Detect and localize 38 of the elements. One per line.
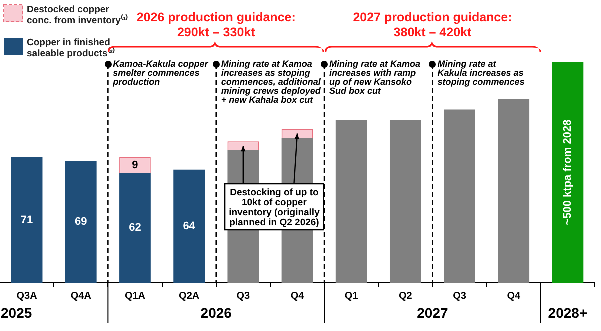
- x-tick-label: Q3A: [16, 290, 38, 302]
- data-label: 62: [129, 222, 142, 234]
- data-label: 64: [183, 220, 196, 232]
- bar: [552, 62, 584, 283]
- x-tick-label: Q2A: [179, 290, 200, 302]
- x-tick-label: Q4: [290, 290, 305, 302]
- bar: [498, 99, 530, 283]
- text: 2027 production guidance: 380kt – 420kt: [353, 10, 512, 40]
- bar: [65, 161, 97, 283]
- bar: [390, 120, 422, 283]
- annotation: Destocking of up to 10kt of copper inventory (originally planned in Q2 2026): [229, 187, 321, 228]
- data-label: 9: [132, 160, 138, 172]
- x-tick-label: Q3: [236, 290, 251, 302]
- bar: [336, 120, 368, 283]
- x-tick-label: Q3: [453, 290, 467, 302]
- bar: [444, 110, 476, 283]
- data-label: 69: [75, 216, 88, 228]
- text: 2028+: [548, 304, 588, 321]
- bar: [120, 173, 151, 283]
- text: 2025: [1, 304, 32, 321]
- bar: [11, 158, 43, 283]
- text: 2026 production guidance: 290kt – 330kt: [136, 10, 296, 40]
- text: 2026: [200, 304, 232, 321]
- bar: [174, 170, 206, 283]
- annotation: Mining rate at Kakula increases as stoping commences: [438, 58, 525, 87]
- annotation: Mining rate at Kamoa increases with ramp up of new Kansoko Sud box cut: [330, 58, 421, 96]
- text: 2027: [417, 304, 449, 321]
- legend-label: Copper in finished saleable products⁽²⁾: [27, 37, 115, 60]
- x-tick-label: Q1A: [124, 290, 146, 302]
- annotation: Mining rate at Kamoa increases as stoping commences, additional mining crews deployed + new Kahala box cut: [221, 58, 322, 105]
- x-tick-label: Q2: [399, 290, 413, 302]
- legend-label: Destocked copper conc. from inventory⁽¹⁾: [27, 4, 128, 26]
- x-tick-label: Q4A: [70, 290, 92, 302]
- x-tick-label: Q1: [344, 290, 359, 302]
- data-label: ~500 ktpa from 2028: [562, 120, 574, 226]
- x-tick-label: Q4: [507, 290, 521, 302]
- annotation: Kamoa-Kakula copper smelter commences production: [112, 58, 209, 87]
- data-label: 71: [20, 214, 34, 226]
